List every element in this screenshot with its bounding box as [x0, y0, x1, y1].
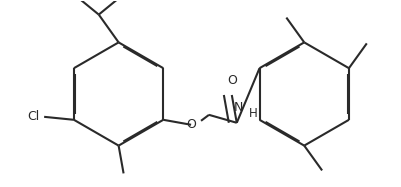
Text: O: O: [227, 74, 237, 87]
Text: N: N: [234, 101, 243, 114]
Text: Cl: Cl: [27, 110, 39, 123]
Text: O: O: [186, 118, 196, 131]
Text: H: H: [249, 107, 257, 120]
